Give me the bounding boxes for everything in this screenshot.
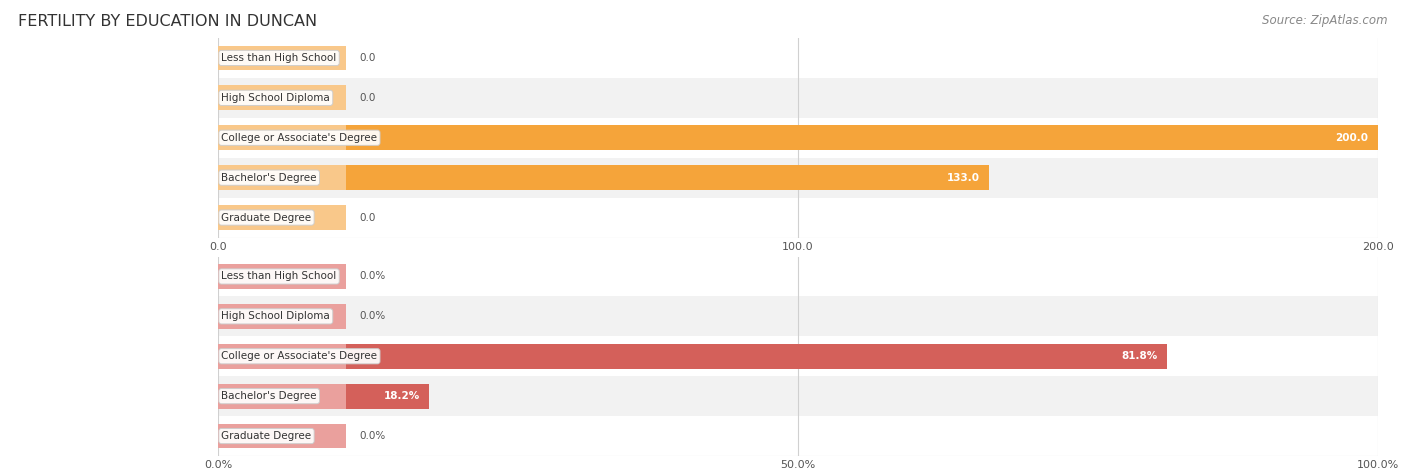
Text: 0.0: 0.0 xyxy=(360,212,375,223)
Text: Graduate Degree: Graduate Degree xyxy=(221,212,312,223)
Bar xyxy=(218,304,346,329)
Bar xyxy=(218,158,1378,198)
Bar xyxy=(218,165,990,190)
Bar xyxy=(218,384,429,408)
Text: Bachelor's Degree: Bachelor's Degree xyxy=(221,172,316,183)
Text: College or Associate's Degree: College or Associate's Degree xyxy=(221,133,377,143)
Bar xyxy=(218,384,346,408)
Text: Less than High School: Less than High School xyxy=(221,53,336,63)
Text: College or Associate's Degree: College or Associate's Degree xyxy=(221,351,377,361)
Bar xyxy=(218,38,1378,78)
Text: 133.0: 133.0 xyxy=(948,172,980,183)
Text: 0.0: 0.0 xyxy=(360,93,375,103)
Text: High School Diploma: High School Diploma xyxy=(221,93,330,103)
Bar xyxy=(218,198,1378,238)
Bar xyxy=(218,256,1378,296)
Bar xyxy=(218,125,1378,150)
Bar xyxy=(218,78,1378,118)
Bar xyxy=(218,336,1378,376)
Text: 200.0: 200.0 xyxy=(1336,133,1368,143)
Bar xyxy=(218,296,1378,336)
Text: 18.2%: 18.2% xyxy=(384,391,420,401)
Text: 0.0%: 0.0% xyxy=(360,431,385,441)
Text: High School Diploma: High School Diploma xyxy=(221,311,330,322)
Bar xyxy=(218,344,346,369)
Bar xyxy=(218,424,346,448)
Text: Less than High School: Less than High School xyxy=(221,271,336,282)
Text: 0.0%: 0.0% xyxy=(360,311,385,322)
Bar xyxy=(218,118,1378,158)
Bar xyxy=(218,86,346,110)
Text: Source: ZipAtlas.com: Source: ZipAtlas.com xyxy=(1263,14,1388,27)
Bar xyxy=(218,376,1378,416)
Bar xyxy=(218,205,346,230)
Bar xyxy=(218,264,346,289)
Bar xyxy=(218,46,346,70)
Text: 0.0: 0.0 xyxy=(360,53,375,63)
Text: FERTILITY BY EDUCATION IN DUNCAN: FERTILITY BY EDUCATION IN DUNCAN xyxy=(18,14,318,29)
Bar xyxy=(218,416,1378,456)
Bar xyxy=(218,165,346,190)
Text: 81.8%: 81.8% xyxy=(1121,351,1157,361)
Text: Bachelor's Degree: Bachelor's Degree xyxy=(221,391,316,401)
Text: Graduate Degree: Graduate Degree xyxy=(221,431,312,441)
Bar xyxy=(218,125,346,150)
Bar xyxy=(218,344,1167,369)
Text: 0.0%: 0.0% xyxy=(360,271,385,282)
